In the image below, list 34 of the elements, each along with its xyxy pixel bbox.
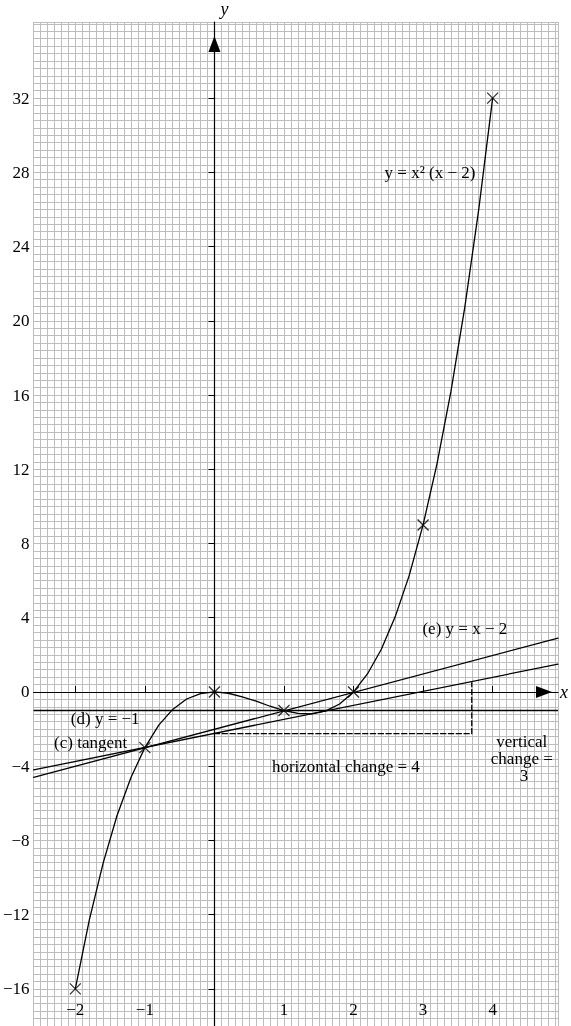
point xyxy=(486,91,499,105)
x-tick-label: −2 xyxy=(66,1000,85,1019)
annotation: horizontal change = 4 xyxy=(271,756,421,776)
y-tick-label: 20 xyxy=(12,311,30,331)
annotation: vertical change = 3 xyxy=(490,732,558,786)
y-tick-label: 32 xyxy=(12,88,30,108)
point xyxy=(208,685,221,699)
x-tick-label: 1 xyxy=(279,1000,289,1019)
point xyxy=(69,982,82,996)
y-tick-label: 24 xyxy=(12,237,31,257)
x-axis-title: x xyxy=(559,681,569,702)
y-tick-label: −12 xyxy=(2,905,30,925)
y-tick-label: 8 xyxy=(21,533,30,553)
y-tick-label: −16 xyxy=(2,979,30,999)
y-tick-label: 4 xyxy=(21,608,31,628)
annotation: (c) tangent xyxy=(54,732,128,752)
y-tick-label: 16 xyxy=(12,385,30,405)
x-tick-label: 2 xyxy=(349,1000,358,1019)
y-tick-label: 0 xyxy=(21,682,30,702)
annotation: (d) y = −1 xyxy=(70,709,140,729)
point xyxy=(277,704,291,717)
y-tick-label: 12 xyxy=(12,459,30,479)
annotation: (e) y = x − 2 xyxy=(422,619,508,639)
point xyxy=(138,741,152,754)
annotation: y = x² (x − 2) xyxy=(384,162,476,182)
y-tick-label: −4 xyxy=(11,756,31,776)
x-tick-label: 4 xyxy=(488,1000,498,1019)
point xyxy=(416,518,430,532)
x-tick-label: −1 xyxy=(135,1000,154,1019)
x-tick-label: 3 xyxy=(418,1000,428,1019)
y-tick-label: 28 xyxy=(12,162,30,182)
point xyxy=(347,685,360,699)
y-axis-title: y xyxy=(218,0,229,19)
y-tick-label: −8 xyxy=(11,830,30,850)
